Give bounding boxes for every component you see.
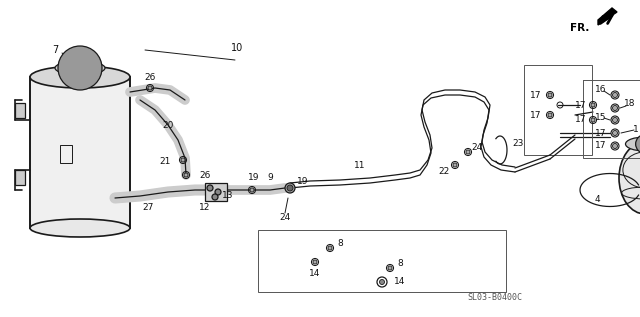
- Circle shape: [148, 86, 152, 90]
- Bar: [60, 145, 72, 163]
- Circle shape: [636, 135, 640, 153]
- Ellipse shape: [55, 61, 105, 75]
- Text: 9: 9: [267, 173, 273, 183]
- Circle shape: [380, 280, 385, 284]
- Circle shape: [612, 118, 618, 122]
- Circle shape: [212, 194, 218, 200]
- Text: 1: 1: [633, 126, 639, 134]
- Circle shape: [612, 93, 618, 98]
- Text: 10: 10: [231, 43, 243, 53]
- Circle shape: [207, 185, 213, 191]
- Circle shape: [287, 185, 293, 191]
- Text: 19: 19: [297, 178, 308, 186]
- Text: 20: 20: [163, 120, 173, 130]
- Text: 17: 17: [595, 128, 607, 138]
- Circle shape: [466, 150, 470, 154]
- Text: 17: 17: [531, 111, 541, 120]
- Text: 7: 7: [52, 45, 58, 55]
- Bar: [205, 183, 227, 201]
- Ellipse shape: [30, 66, 130, 88]
- Bar: [30, 77, 130, 228]
- Text: 12: 12: [199, 204, 211, 212]
- Text: 24: 24: [472, 144, 483, 152]
- Text: 17: 17: [595, 141, 607, 151]
- Text: 8: 8: [337, 238, 343, 248]
- Text: 11: 11: [355, 160, 365, 170]
- Ellipse shape: [625, 137, 640, 151]
- Circle shape: [285, 183, 295, 193]
- Text: 26: 26: [199, 171, 211, 179]
- Circle shape: [453, 163, 457, 167]
- Circle shape: [328, 246, 332, 250]
- Text: 15: 15: [595, 113, 607, 121]
- Text: FR.: FR.: [570, 23, 589, 33]
- Circle shape: [58, 46, 102, 90]
- Bar: [30, 77, 130, 228]
- Text: 14: 14: [394, 277, 406, 287]
- Text: 23: 23: [512, 139, 524, 147]
- Text: 8: 8: [397, 258, 403, 268]
- Circle shape: [215, 189, 221, 195]
- Circle shape: [612, 106, 618, 111]
- Text: 21: 21: [159, 158, 171, 166]
- Ellipse shape: [30, 219, 130, 237]
- Circle shape: [548, 93, 552, 97]
- Text: 16: 16: [595, 86, 607, 94]
- Text: 22: 22: [438, 167, 450, 177]
- Bar: [258, 230, 506, 292]
- Circle shape: [250, 188, 254, 192]
- Circle shape: [612, 131, 618, 135]
- Text: 18: 18: [624, 100, 636, 108]
- Bar: [524, 65, 592, 155]
- Circle shape: [591, 103, 595, 107]
- Text: 17: 17: [575, 100, 587, 109]
- Text: 13: 13: [222, 191, 234, 200]
- Circle shape: [591, 118, 595, 122]
- Circle shape: [184, 173, 188, 177]
- Circle shape: [548, 113, 552, 117]
- Circle shape: [388, 266, 392, 270]
- Text: 26: 26: [144, 74, 156, 82]
- Text: 19: 19: [248, 173, 260, 183]
- Bar: [15, 170, 25, 185]
- Circle shape: [181, 158, 185, 162]
- Text: 24: 24: [280, 214, 291, 223]
- Circle shape: [612, 144, 618, 148]
- Text: 14: 14: [309, 268, 321, 277]
- Polygon shape: [598, 8, 617, 25]
- Circle shape: [313, 260, 317, 264]
- Text: 27: 27: [142, 204, 154, 212]
- Text: 17: 17: [575, 115, 587, 125]
- Text: SL03-B0400C: SL03-B0400C: [467, 294, 522, 302]
- Bar: [583, 80, 640, 158]
- Text: 4: 4: [594, 196, 600, 204]
- Ellipse shape: [619, 142, 640, 214]
- Bar: [15, 103, 25, 118]
- Text: 17: 17: [531, 90, 541, 100]
